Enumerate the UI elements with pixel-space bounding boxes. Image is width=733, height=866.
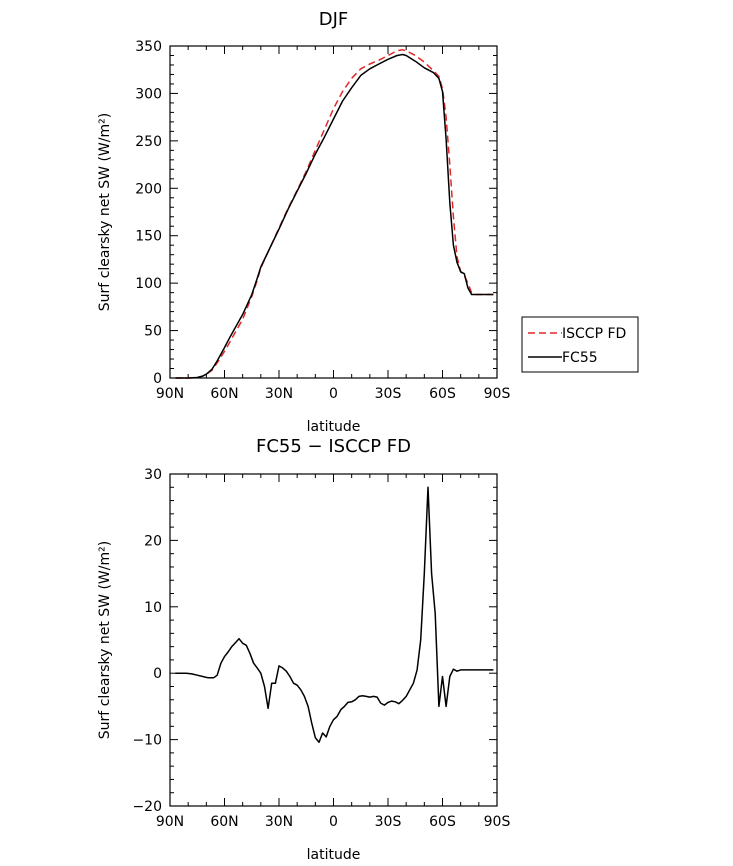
x-axis-label: latitude [307,847,361,863]
legend: ISCCP FD FC55 [521,316,639,373]
chart-panel-1: DJF 90N 60N 30N 0 30S 60S 90S 0 50 100 150 200 250 300… [97,9,639,435]
plot-frame [169,45,498,379]
x-tick-label: 0 [329,814,338,830]
x-tick-label: 0 [329,386,338,402]
x-tick-label: 30S [375,386,402,402]
y-axis-label: Surf clearsky net SW (W/m²) [97,541,113,739]
x-tick-label: 60S [429,814,456,830]
chart-title: DJF [319,9,349,30]
legend-box [521,316,639,373]
plot-frame [169,473,498,807]
x-axis-label: latitude [307,419,361,435]
y-tick-label: 100 [135,276,162,292]
y-tick-label: 0 [153,371,162,387]
series-line-fc55 [175,53,494,379]
x-tick-label: 90S [484,386,511,402]
x-tick-label: 30N [265,386,293,402]
x-tick-label: 30S [375,814,402,830]
y-tick-label: 20 [144,533,162,549]
y-tick-label: −10 [132,733,162,749]
y-tick-label: 250 [135,134,162,150]
x-tick-label: 90N [156,814,184,830]
y-tick-label: 50 [144,324,162,340]
x-tick-label: 60S [429,386,456,402]
x-tick-label: 60N [210,814,238,830]
x-tick-label: 90S [484,814,511,830]
series-line-1 [175,486,494,744]
y-tick-label: 300 [135,86,162,102]
y-tick-label: 200 [135,181,162,197]
y-tick-label: 150 [135,229,162,245]
y-tick-label: 30 [144,467,162,483]
series-line-isccp-fd [175,49,494,379]
legend-entry: ISCCP FD [562,326,626,342]
chart-panel-2: FC55 − ISCCP FD 90N 60N 30N 0 30S 60S 90S −20 −10… [97,436,510,863]
y-axis-label: Surf clearsky net SW (W/m²) [97,113,113,311]
x-tick-label: 30N [265,814,293,830]
y-tick-label: 0 [153,666,162,682]
y-tick-label: 10 [144,600,162,616]
x-tick-label: 60N [210,386,238,402]
chart-title: FC55 − ISCCP FD [256,436,411,457]
legend-entry: FC55 [562,350,598,366]
y-tick-label: 350 [135,39,162,55]
x-tick-label: 90N [156,386,184,402]
y-tick-label: −20 [132,799,162,815]
